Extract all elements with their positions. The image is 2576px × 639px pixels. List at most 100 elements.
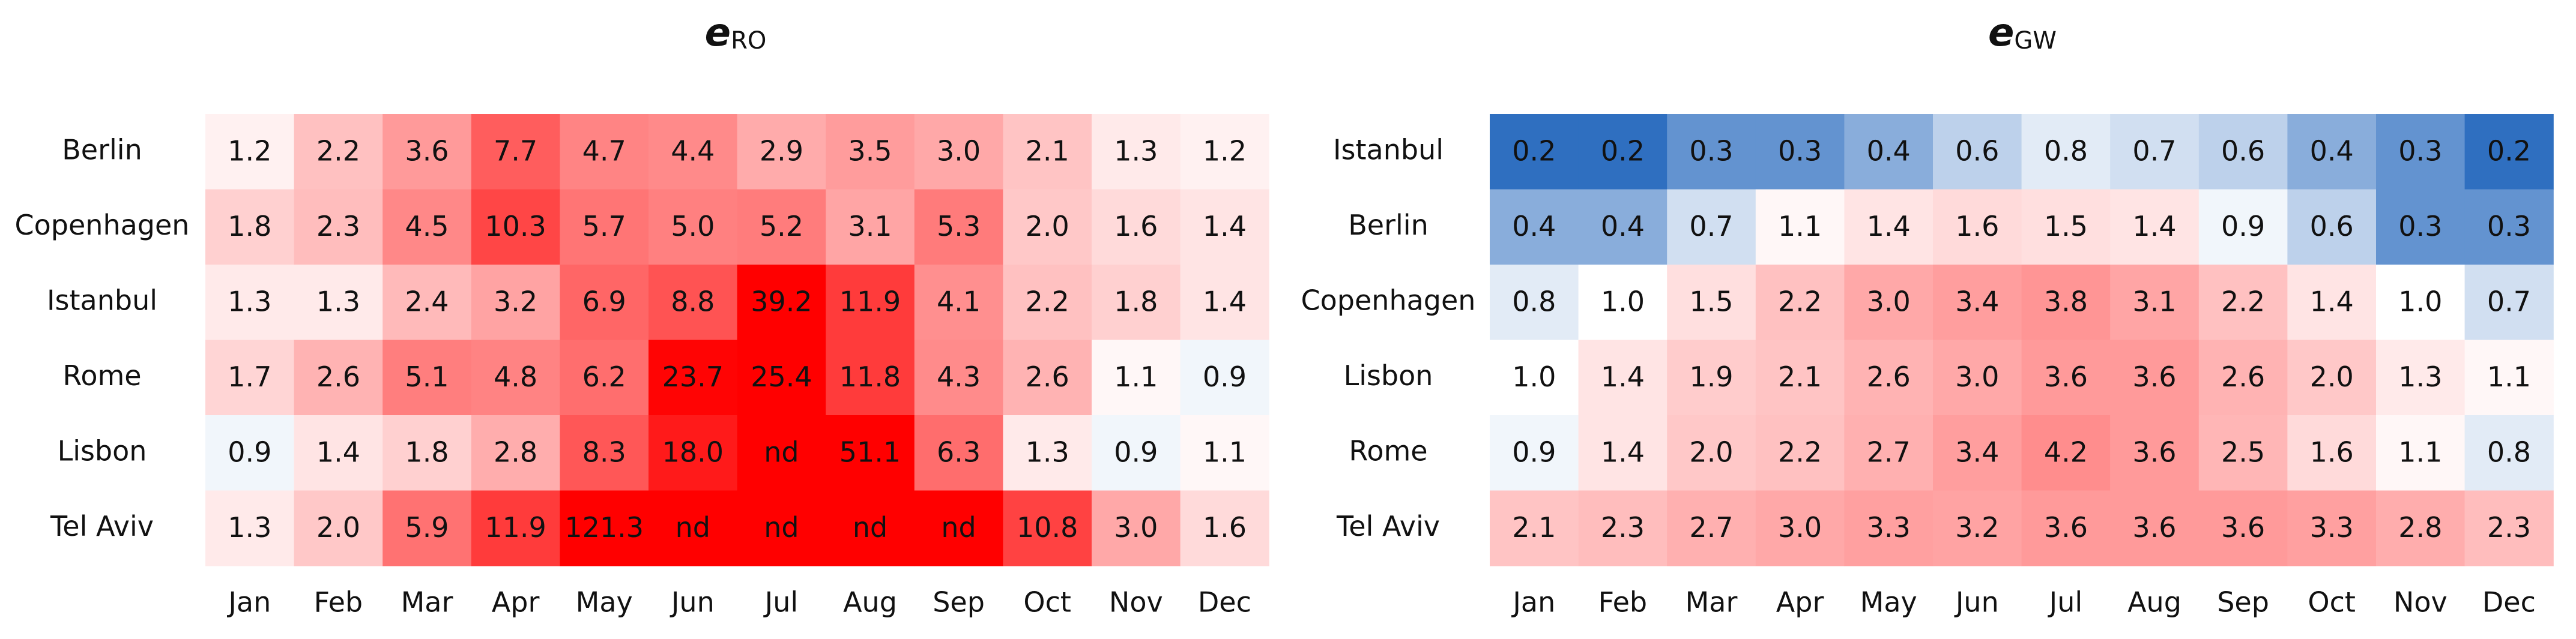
cell-label: 3.8: [2044, 285, 2088, 317]
heatmap-cell: [649, 415, 738, 491]
cell-label: 2.2: [1026, 285, 1069, 317]
cell-label: 5.1: [405, 361, 449, 393]
cell-label: 0.2: [1512, 134, 1556, 167]
heatmap-cell: [2021, 114, 2111, 190]
cell-label: 4.3: [937, 361, 981, 393]
cell-label: 3.6: [405, 134, 449, 167]
row-label: Tel Aviv: [50, 510, 154, 542]
cell-label: 2.9: [760, 134, 803, 167]
cell-label: 0.4: [2310, 134, 2354, 167]
heatmap-cell: [1092, 415, 1181, 491]
heatmap-cell: [1844, 265, 1934, 341]
heatmap-cell: [826, 265, 915, 341]
cell-label: 2.8: [2398, 511, 2442, 544]
heatmap-cell: [1933, 415, 2022, 491]
heatmap-cell: [1667, 490, 1756, 566]
heatmap-cell: [1755, 490, 1845, 566]
heatmap-cell: [560, 114, 649, 190]
heatmap-cell: [649, 265, 738, 341]
cell-label: 1.6: [1203, 511, 1247, 544]
cell-label: 2.3: [1601, 511, 1645, 544]
heatmap-cell: [205, 490, 295, 566]
heatmap-cell: [1578, 265, 1667, 341]
cell-label: 4.1: [937, 285, 981, 317]
heatmap-cell: [1844, 114, 1934, 190]
heatmap-cell: [1755, 265, 1845, 341]
cell-label: 0.6: [1955, 134, 1999, 167]
cell-label: 1.4: [2310, 285, 2354, 317]
heatmap-cell: [2021, 189, 2111, 265]
cell-label: 1.4: [1601, 361, 1645, 393]
heatmap-cell: [2464, 265, 2554, 341]
heatmap-cell: [205, 265, 295, 341]
chart-title: eRO: [705, 11, 767, 55]
heatmap-cell: [737, 340, 826, 416]
x-tick-label: Jan: [226, 586, 271, 619]
cell-label: 0.9: [1512, 436, 1556, 468]
cell-label: 2.1: [1778, 361, 1822, 393]
cell-label: 0.4: [1601, 210, 1645, 242]
cell-label: 0.3: [2398, 134, 2442, 167]
cell-label: 3.5: [848, 134, 892, 167]
heatmap-cell: [1578, 114, 1667, 190]
cell-label: 1.5: [1689, 285, 1733, 317]
heatmap-cell: [2110, 189, 2200, 265]
cell-label: 3.0: [937, 134, 981, 167]
heatmap-cell: [1490, 490, 1579, 566]
heatmap-cell: [1490, 114, 1579, 190]
x-tick-label: Jul: [2048, 586, 2083, 619]
x-tick-label: Feb: [314, 586, 363, 619]
cell-label: 3.1: [2132, 285, 2176, 317]
heatmap-cell: [2464, 189, 2554, 265]
x-tick-label: Aug: [2127, 586, 2181, 619]
cell-label: 18.0: [662, 436, 724, 468]
cell-label: 0.6: [2221, 134, 2265, 167]
cell-label: 4.4: [671, 134, 715, 167]
cell-label: 0.2: [1601, 134, 1645, 167]
cell-label: 2.6: [1867, 361, 1911, 393]
cell-label: 1.4: [1867, 210, 1911, 242]
heatmap-cell: [382, 189, 472, 265]
heatmap-cell: [382, 114, 472, 190]
title-main: e: [1988, 11, 2014, 55]
heatmap-cell: [914, 189, 1003, 265]
heatmap-cell: [826, 340, 915, 416]
cell-label: 0.9: [2221, 210, 2265, 242]
heatmap-cell: [560, 340, 649, 416]
heatmap-cell: [914, 340, 1003, 416]
heatmap-cell: [2287, 189, 2377, 265]
heatmap-cell: [2198, 265, 2288, 341]
heatmap-cell: [382, 490, 472, 566]
heatmap-cell: [294, 415, 383, 491]
cell-label: 1.1: [2398, 436, 2442, 468]
cell-label: nd: [764, 436, 799, 468]
cell-label: 0.3: [1778, 134, 1822, 167]
heatmap-cell: [2198, 490, 2288, 566]
cell-label: 1.6: [1114, 210, 1158, 242]
cell-label: 3.3: [2310, 511, 2354, 544]
x-tick-label: Oct: [1023, 586, 1071, 619]
heatmap-cell: [1755, 415, 1845, 491]
cell-label: 1.1: [1203, 436, 1247, 468]
heatmap-cell: [2021, 265, 2111, 341]
cell-label: 2.3: [2487, 511, 2531, 544]
cell-label: 1.1: [1778, 210, 1822, 242]
heatmap-cell: [1003, 114, 1092, 190]
cell-label: 10.3: [485, 210, 546, 242]
cell-label: 2.6: [2221, 361, 2265, 393]
heatmap-cell: [560, 189, 649, 265]
cell-label: 0.8: [2487, 436, 2531, 468]
cell-label: 1.3: [1114, 134, 1158, 167]
heatmap-cell: [1003, 490, 1092, 566]
heatmap-cell: [2376, 114, 2466, 190]
heatmap-cell: [205, 340, 295, 416]
cell-label: nd: [676, 511, 710, 544]
cell-label: 2.6: [1026, 361, 1069, 393]
heatmap-cell: [2464, 490, 2554, 566]
cell-label: 2.3: [316, 210, 360, 242]
heatmap-cell: [1844, 340, 1934, 416]
heatmap-cell: [1180, 340, 1269, 416]
heatmap-cell: [914, 265, 1003, 341]
heatmap-cell: [1578, 415, 1667, 491]
heatmap-cell: [2376, 189, 2466, 265]
